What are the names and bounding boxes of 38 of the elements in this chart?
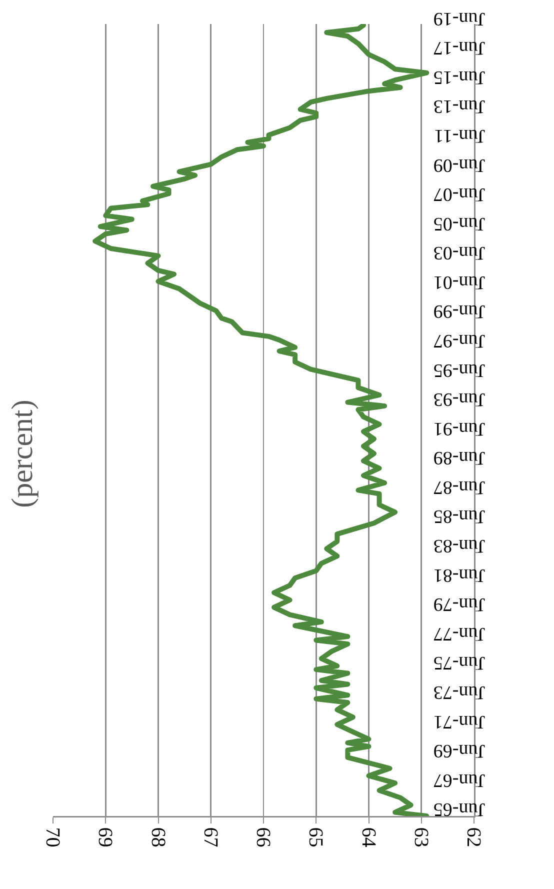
y-tick-label: Jun-03 [433, 242, 486, 264]
y-tick-label: Jun-73 [433, 681, 486, 702]
y-tick-label: Jun-83 [433, 535, 486, 556]
x-tick-label: 63 [410, 827, 432, 848]
y-tick-label: Jun-95 [433, 359, 486, 380]
y-tick-label: Jun-17 [433, 37, 486, 58]
y-tick-label: Jun-07 [433, 184, 486, 205]
x-tick-label: 65 [304, 827, 327, 848]
y-tick-label: Jun-77 [433, 622, 486, 644]
y-tick-label: Jun-13 [433, 96, 486, 117]
y-tick-label: Jun-89 [433, 447, 486, 468]
y-tick-label: Jun-09 [433, 154, 486, 176]
y-tick-label: Jun-93 [433, 388, 486, 410]
y-tick-label: Jun-69 [433, 740, 486, 762]
y-tick-label: Jun-15 [433, 66, 486, 88]
x-tick-label: 64 [357, 827, 380, 848]
y-tick-label: Jun-81 [433, 564, 486, 586]
y-tick-label: Jun-99 [433, 300, 486, 322]
x-tick-label: 67 [199, 827, 222, 848]
y-tick-label: Jun-11 [434, 125, 486, 146]
y-tick-label: Jun-01 [433, 271, 486, 292]
y-tick-label: Jun-85 [433, 506, 486, 527]
y-tick-label: Jun-67 [433, 769, 486, 790]
y-tick-label: Jun-79 [433, 594, 486, 615]
x-tick-label: 62 [462, 827, 484, 848]
text: (percent) [6, 400, 39, 508]
y-tick-label: Jun-97 [433, 330, 486, 352]
y-tick-label: Jun-65 [433, 798, 486, 820]
x-tick-label: 70 [42, 827, 64, 848]
y-tick-label: Jun-05 [433, 212, 486, 234]
x-tick-label: 66 [252, 827, 274, 848]
x-tick-label: 69 [94, 827, 116, 848]
y-tick-label: Jun-19 [433, 8, 486, 29]
y-tick-label: Jun-75 [433, 652, 486, 674]
x-tick-label: 68 [146, 827, 169, 848]
y-tick-label: Jun-71 [433, 710, 486, 732]
y-tick-label: Jun-91 [433, 418, 486, 439]
y-tick-label: Jun-87 [433, 476, 486, 498]
